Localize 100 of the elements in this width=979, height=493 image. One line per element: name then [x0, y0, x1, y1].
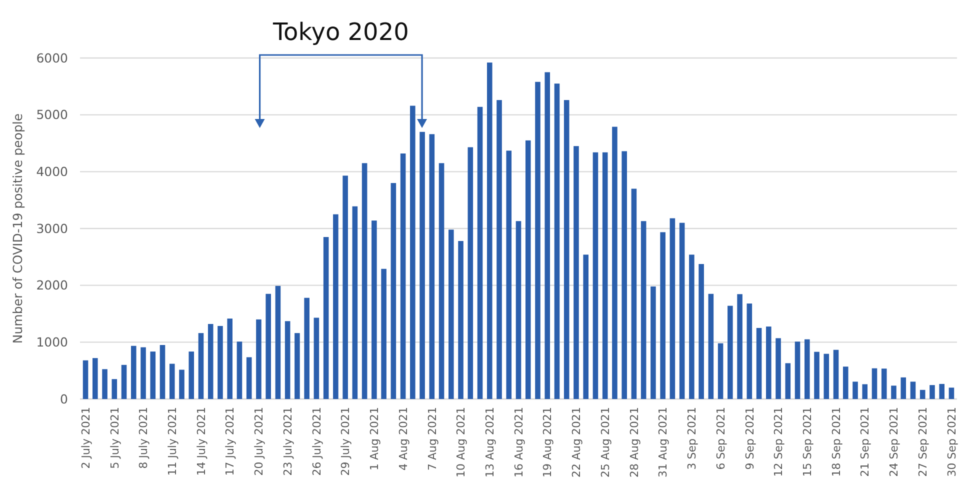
- bar: [592, 152, 598, 399]
- bar: [622, 151, 627, 399]
- bar: [266, 294, 271, 399]
- bar: [506, 150, 512, 399]
- bar: [314, 318, 320, 399]
- x-tick-label: 16 Aug 2021: [512, 407, 526, 478]
- bar: [766, 326, 772, 399]
- bar: [438, 163, 444, 399]
- x-tick-label: 28 Aug 2021: [628, 407, 641, 478]
- bar: [275, 286, 281, 399]
- x-tick-label: 5 July 2021: [108, 407, 122, 469]
- x-tick-label: 8 July 2021: [137, 407, 150, 469]
- x-tick-label: 2 July 2021: [79, 407, 92, 469]
- text: Tokyo 2020: [272, 18, 409, 46]
- bar: [910, 382, 916, 399]
- bar: [881, 368, 887, 399]
- bar: [410, 106, 416, 399]
- bar: [824, 354, 830, 399]
- bar: [458, 241, 464, 399]
- x-tick-label: 13 Aug 2021: [483, 407, 496, 478]
- bar: [160, 345, 166, 399]
- bar: [814, 352, 820, 399]
- bar: [862, 384, 868, 399]
- bar: [525, 140, 531, 399]
- bar: [140, 347, 146, 399]
- bar: [516, 221, 522, 399]
- bar: [776, 338, 781, 399]
- bar: [756, 328, 762, 399]
- x-tick-label: 26 July 2021: [310, 407, 324, 476]
- y-tick-label: 4000: [36, 164, 68, 180]
- bar: [785, 363, 791, 399]
- bar: [362, 163, 368, 399]
- bar: [121, 364, 127, 399]
- bar: [448, 230, 454, 399]
- x-tick-label: 29 July 2021: [339, 407, 352, 476]
- y-axis-title: Number of COVID-19 positive people: [10, 113, 25, 344]
- bar: [179, 370, 184, 399]
- x-tick-label: 17 July 2021: [224, 407, 237, 476]
- bar: [477, 106, 483, 399]
- x-tick-label: 10 Aug 2021: [454, 407, 468, 478]
- bar: [218, 326, 223, 399]
- bar: [236, 342, 242, 399]
- bar: [496, 100, 502, 399]
- bar: [468, 147, 474, 399]
- bar: [208, 324, 214, 399]
- bar: [746, 304, 752, 399]
- bar: [169, 364, 175, 399]
- x-tick-label: 18 Sep 2021: [830, 407, 843, 477]
- bar: [554, 84, 560, 399]
- bar: [948, 388, 954, 399]
- bar: [372, 220, 377, 399]
- bar: [574, 146, 579, 399]
- bar: [130, 346, 136, 399]
- bar: [718, 343, 724, 399]
- bar: [352, 206, 358, 399]
- x-tick-label: 6 Sep 2021: [714, 407, 728, 470]
- bar: [256, 319, 262, 399]
- bar: [900, 377, 906, 399]
- x-tick-label: 9 Sep 2021: [743, 407, 756, 470]
- bar: [333, 214, 338, 399]
- bar: [246, 357, 252, 399]
- bar: [708, 294, 714, 399]
- y-tick-label: 5000: [36, 107, 68, 122]
- bar: [102, 369, 108, 399]
- bar: [429, 134, 435, 399]
- bar: [631, 188, 637, 399]
- x-tick-label: 12 Sep 2021: [772, 407, 786, 477]
- bar: [842, 366, 848, 399]
- y-tick-label: 3000: [36, 220, 68, 236]
- bar: [804, 339, 810, 399]
- bar: [150, 352, 156, 399]
- y-tick-label: 1000: [36, 334, 68, 350]
- bar: [284, 321, 290, 399]
- bar: [930, 385, 935, 399]
- x-tick-label: 7 Aug 2021: [426, 407, 439, 470]
- x-tick-label: 19 Aug 2021: [541, 407, 554, 478]
- bar: [698, 264, 704, 399]
- bar: [400, 153, 406, 399]
- x-tick-label: 25 Aug 2021: [598, 407, 612, 478]
- bar: [640, 221, 646, 399]
- bar: [852, 382, 858, 399]
- bar: [602, 152, 608, 399]
- bar: [612, 126, 618, 399]
- bar: [679, 222, 685, 399]
- x-tick-label: 22 Aug 2021: [570, 407, 584, 478]
- bar: [660, 232, 666, 399]
- y-tick-label: 0: [60, 391, 68, 406]
- bar: [227, 318, 232, 399]
- bar: [920, 390, 926, 399]
- bar: [939, 384, 944, 399]
- x-tick-label: 23 July 2021: [281, 407, 294, 476]
- bar: [342, 176, 348, 399]
- bar: [294, 333, 300, 399]
- bar: [112, 379, 118, 399]
- x-tick-label: 1 Aug 2021: [368, 407, 382, 470]
- x-tick-label: 3 Sep 2021: [686, 407, 699, 470]
- bar: [670, 218, 676, 399]
- bar: [544, 72, 550, 399]
- bar: [689, 254, 694, 399]
- bar: [872, 368, 878, 399]
